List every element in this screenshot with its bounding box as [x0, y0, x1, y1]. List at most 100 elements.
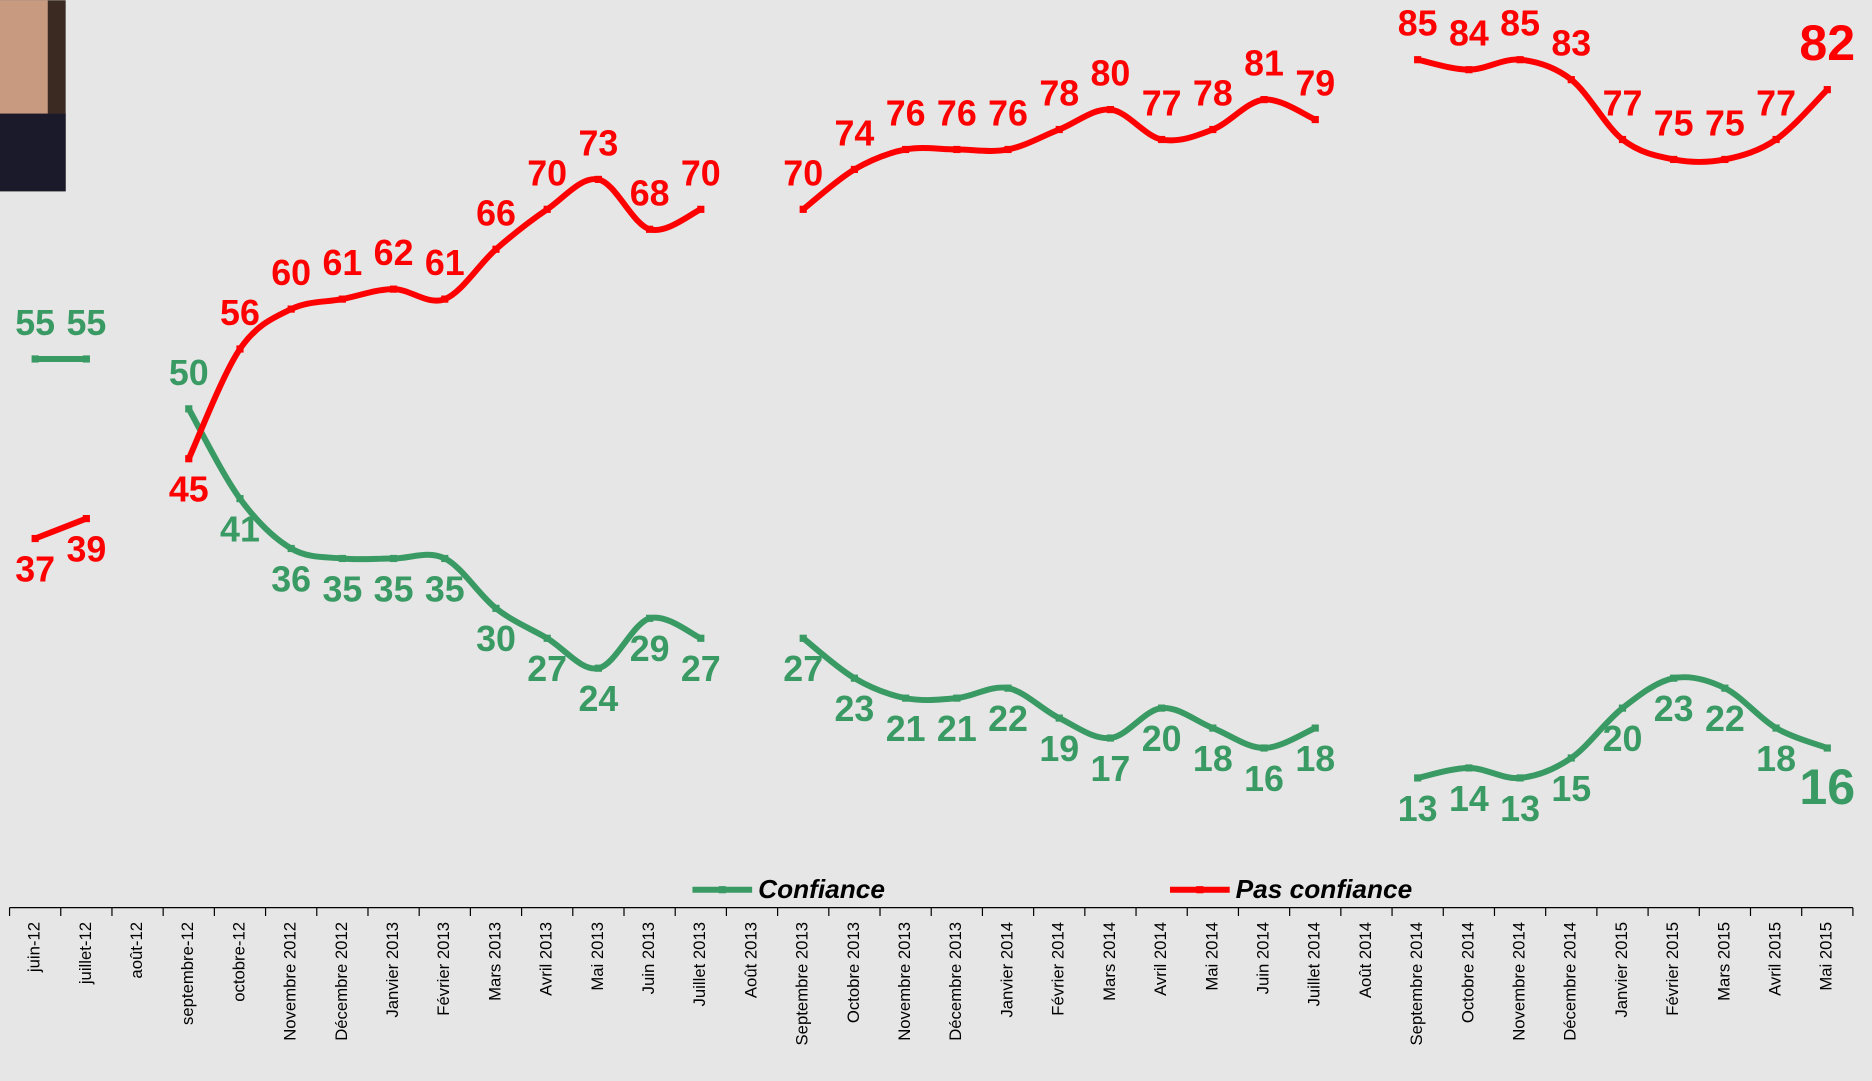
- x-tick-label: juillet-12: [76, 922, 95, 985]
- value-label: 80: [1091, 54, 1131, 94]
- value-label: 50: [169, 353, 209, 393]
- value-label: 22: [1705, 699, 1745, 739]
- point-marker: [646, 225, 654, 233]
- value-label: 60: [271, 253, 311, 293]
- point-marker: [1567, 754, 1575, 762]
- value-label: 77: [1603, 84, 1643, 124]
- x-tick-label: Janvier 2013: [383, 922, 402, 1018]
- point-marker: [390, 554, 398, 563]
- value-label: 39: [66, 529, 106, 569]
- point-marker: [1465, 66, 1473, 74]
- value-label: 16: [1799, 759, 1855, 815]
- value-label: 13: [1398, 789, 1438, 829]
- point-marker: [953, 694, 961, 702]
- point-marker: [1465, 764, 1473, 772]
- point-marker: [1823, 744, 1831, 752]
- point-marker: [1106, 734, 1115, 742]
- point-marker: [1670, 674, 1678, 682]
- point-marker: [1260, 744, 1268, 752]
- value-label: 20: [1603, 719, 1643, 759]
- x-tick-label: Mai 2015: [1817, 922, 1836, 991]
- value-label: 19: [1039, 729, 1079, 769]
- value-label: 77: [1142, 84, 1182, 124]
- point-marker: [1721, 155, 1729, 164]
- point-marker: [902, 145, 910, 154]
- point-marker: [390, 285, 398, 293]
- x-tick-label: Août 2014: [1356, 922, 1375, 998]
- x-tick-label: Février 2013: [434, 922, 453, 1016]
- value-label: 85: [1398, 4, 1438, 44]
- point-marker: [1618, 704, 1627, 712]
- photo: [0, 0, 66, 192]
- legend-marker: [1196, 886, 1204, 894]
- x-tick-label: Août 2013: [741, 922, 760, 998]
- point-marker: [82, 514, 90, 523]
- value-label: 27: [527, 649, 567, 689]
- x-tick-label: Juillet 2013: [690, 922, 709, 1007]
- point-marker: [799, 205, 807, 213]
- value-label: 70: [527, 153, 567, 193]
- value-label: 73: [578, 123, 618, 163]
- value-label: 56: [220, 293, 260, 333]
- value-label: 84: [1449, 14, 1489, 54]
- point-marker: [1414, 56, 1422, 64]
- point-marker: [902, 694, 910, 702]
- value-label: 21: [886, 709, 926, 749]
- point-marker: [1772, 135, 1780, 144]
- value-label: 35: [374, 569, 414, 609]
- value-label: 41: [220, 510, 260, 550]
- value-label: 76: [988, 94, 1028, 134]
- value-label: 37: [15, 549, 55, 589]
- value-label: 76: [937, 94, 977, 134]
- x-tick-label: Mars 2013: [485, 922, 504, 1001]
- point-marker: [492, 604, 500, 612]
- value-label: 70: [681, 153, 721, 193]
- point-marker: [697, 205, 705, 213]
- x-tick-label: Septembre 2013: [793, 922, 812, 1046]
- value-label: 75: [1705, 103, 1745, 143]
- point-marker: [1055, 714, 1063, 722]
- point-marker: [338, 295, 346, 303]
- point-marker: [1823, 86, 1831, 94]
- point-marker: [594, 664, 602, 672]
- value-label: 22: [988, 699, 1028, 739]
- x-tick-label: Février 2014: [1049, 922, 1068, 1016]
- value-label: 16: [1244, 759, 1284, 799]
- x-tick-label: Février 2015: [1663, 922, 1682, 1016]
- point-marker: [543, 205, 551, 213]
- point-marker: [82, 355, 90, 363]
- value-label: 70: [783, 153, 823, 193]
- x-tick-label: Septembre 2014: [1407, 922, 1426, 1046]
- point-marker: [1004, 145, 1012, 154]
- value-label: 30: [476, 619, 516, 659]
- value-label: 78: [1193, 74, 1233, 114]
- x-tick-label: Mai 2014: [1202, 922, 1221, 991]
- point-marker: [646, 614, 654, 622]
- point-marker: [185, 405, 193, 413]
- value-label: 75: [1654, 103, 1694, 143]
- point-marker: [1158, 704, 1166, 712]
- point-marker: [1516, 774, 1524, 782]
- value-label: 36: [271, 559, 311, 599]
- value-label: 27: [681, 649, 721, 689]
- value-label: 61: [425, 243, 465, 283]
- point-marker: [1311, 115, 1319, 124]
- value-label: 78: [1039, 74, 1079, 114]
- value-label: 27: [783, 649, 823, 689]
- point-marker: [1516, 56, 1524, 64]
- value-label: 14: [1449, 779, 1489, 819]
- x-tick-label: Décembre 2013: [946, 922, 965, 1041]
- value-label: 81: [1244, 44, 1284, 84]
- x-tick-label: septembre-12: [178, 922, 197, 1025]
- x-tick-label: Juillet 2014: [1305, 922, 1324, 1007]
- point-marker: [697, 634, 705, 642]
- value-label: 29: [630, 629, 670, 669]
- value-label: 15: [1551, 769, 1591, 809]
- x-tick-label: Avril 2015: [1766, 922, 1785, 996]
- point-marker: [594, 175, 602, 183]
- value-label: 61: [322, 243, 362, 283]
- value-label: 83: [1551, 24, 1591, 64]
- point-marker: [1158, 135, 1166, 144]
